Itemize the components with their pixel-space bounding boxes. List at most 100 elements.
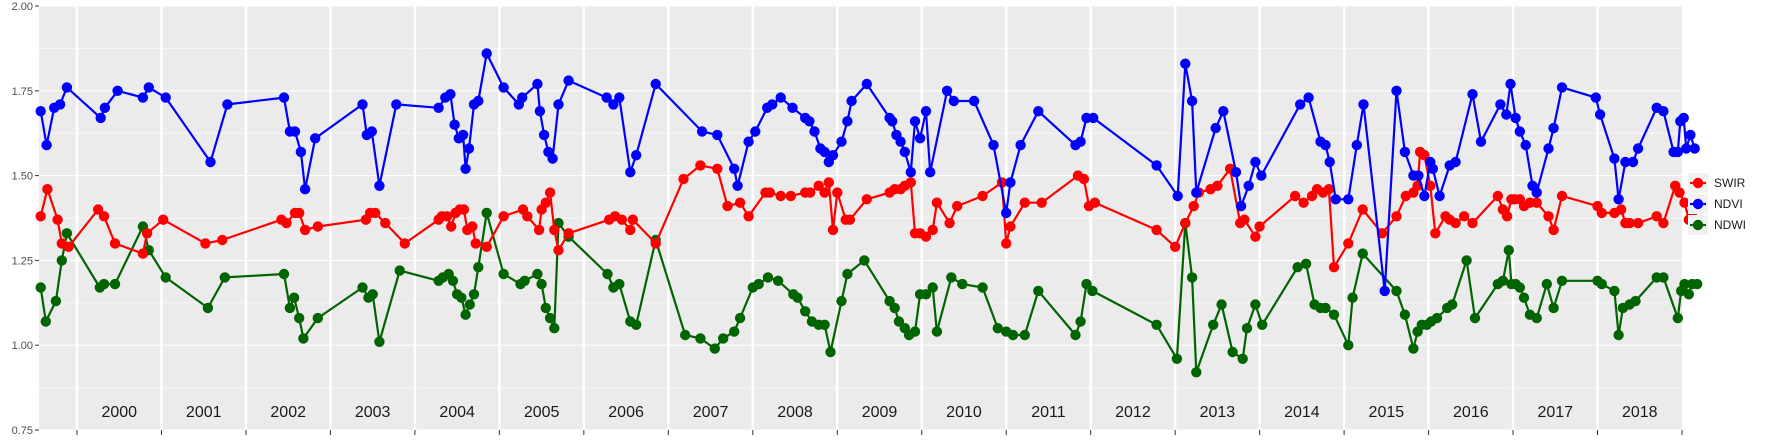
data-point-ndwi xyxy=(825,346,836,358)
year-label: 2002 xyxy=(270,404,306,421)
data-point-swir xyxy=(695,160,706,171)
data-point-ndwi xyxy=(1237,353,1248,364)
year-label: 2001 xyxy=(186,404,222,421)
data-point-ndvi xyxy=(819,146,830,158)
data-point-ndvi xyxy=(1594,109,1606,120)
data-point-ndvi xyxy=(1427,163,1439,174)
year-label: 2008 xyxy=(777,404,813,421)
year-label: 2010 xyxy=(946,404,982,421)
data-point-ndwi xyxy=(61,228,73,239)
data-point-swir xyxy=(553,245,564,256)
data-point-swir xyxy=(1289,190,1301,202)
data-point-swir xyxy=(109,238,121,249)
data-point-ndwi xyxy=(374,336,385,347)
data-point-swir xyxy=(1674,187,1685,198)
data-point-ndvi xyxy=(1505,78,1516,90)
data-point-ndvi xyxy=(925,167,936,178)
data-point-ndvi xyxy=(909,116,921,127)
data-point-ndvi xyxy=(160,92,171,103)
data-point-swir xyxy=(544,187,556,198)
data-point-ndvi xyxy=(1295,99,1306,110)
data-point-ndvi xyxy=(1303,92,1314,103)
data-point-ndwi xyxy=(294,312,305,324)
data-point-ndvi xyxy=(299,184,311,195)
data-point-ndvi xyxy=(99,102,111,114)
data-point-swir xyxy=(678,173,689,185)
data-point-swir xyxy=(467,221,478,232)
data-point-swir xyxy=(299,224,311,236)
y-tick-label: 0.75 xyxy=(12,425,33,437)
data-point-ndvi xyxy=(914,133,926,144)
data-point-ndvi xyxy=(842,116,853,127)
data-point-swir xyxy=(931,197,943,208)
year-label: 2005 xyxy=(524,404,560,421)
data-point-swir xyxy=(1467,217,1478,229)
data-point-swir xyxy=(52,214,63,225)
data-point-ndwi xyxy=(631,319,642,330)
data-point-ndvi xyxy=(750,126,761,137)
data-point-swir xyxy=(1036,197,1047,208)
data-point-ndvi xyxy=(498,82,509,93)
data-point-ndvi xyxy=(532,78,543,90)
data-point-swir xyxy=(1624,217,1635,229)
data-point-ndwi xyxy=(1328,309,1340,320)
data-point-ndwi xyxy=(977,282,988,293)
data-point-ndvi xyxy=(1419,190,1430,202)
data-point-swir xyxy=(1679,197,1690,208)
data-point-ndvi xyxy=(861,78,872,90)
data-point-ndwi xyxy=(519,275,530,286)
year-label: 2018 xyxy=(1622,404,1658,421)
data-point-ndvi xyxy=(1678,112,1689,124)
legend-label-swir: SWIR xyxy=(1714,176,1746,190)
data-point-swir xyxy=(805,187,816,198)
data-point-ndvi xyxy=(534,106,546,117)
data-point-swir xyxy=(1651,211,1662,222)
data-point-ndvi xyxy=(95,112,106,124)
data-point-swir xyxy=(1151,224,1162,236)
data-point-ndvi xyxy=(1510,112,1521,124)
data-point-ndvi xyxy=(625,167,636,178)
data-point-ndvi xyxy=(41,139,52,151)
data-point-swir xyxy=(1005,221,1016,232)
data-point-ndwi xyxy=(1518,292,1530,303)
legend-key-point xyxy=(1692,177,1704,189)
grid-lines xyxy=(39,5,1682,431)
data-point-swir xyxy=(458,204,470,215)
data-point-swir xyxy=(1632,217,1644,229)
data-point-ndwi xyxy=(1320,302,1331,314)
data-point-swir xyxy=(1492,190,1504,202)
data-point-ndvi xyxy=(374,180,385,191)
data-point-ndvi xyxy=(887,116,898,127)
data-point-ndvi xyxy=(433,102,444,114)
data-point-ndvi xyxy=(1015,139,1026,151)
data-point-ndwi xyxy=(1541,278,1553,290)
data-point-ndvi xyxy=(804,116,815,127)
data-point-swir xyxy=(861,194,872,205)
year-label: 2017 xyxy=(1537,404,1573,421)
data-point-ndwi xyxy=(1070,329,1081,341)
data-point-ndvi xyxy=(278,92,290,103)
data-point-ndwi xyxy=(836,295,847,307)
data-point-ndwi xyxy=(859,255,870,266)
data-point-ndwi xyxy=(1186,272,1198,283)
data-point-swir xyxy=(1323,184,1335,195)
data-point-ndvi xyxy=(547,153,558,164)
data-point-swir xyxy=(905,177,916,188)
year-label: 2012 xyxy=(1115,404,1151,421)
data-point-ndvi xyxy=(1330,194,1341,205)
data-point-ndvi xyxy=(1186,95,1198,107)
data-point-swir xyxy=(294,207,305,219)
data-point-ndwi xyxy=(456,292,467,303)
year-label: 2009 xyxy=(862,404,898,421)
data-point-ndvi xyxy=(1556,82,1568,93)
data-point-ndvi xyxy=(1672,146,1684,158)
year-label: 2007 xyxy=(693,404,729,421)
data-point-swir xyxy=(137,248,149,259)
data-point-ndwi xyxy=(772,275,784,286)
data-point-ndvi xyxy=(357,99,368,110)
data-point-ndvi xyxy=(696,126,708,137)
data-point-swir xyxy=(977,190,988,202)
data-point-ndvi xyxy=(310,133,321,144)
data-point-ndvi xyxy=(473,95,484,107)
data-point-swir xyxy=(1328,262,1340,273)
